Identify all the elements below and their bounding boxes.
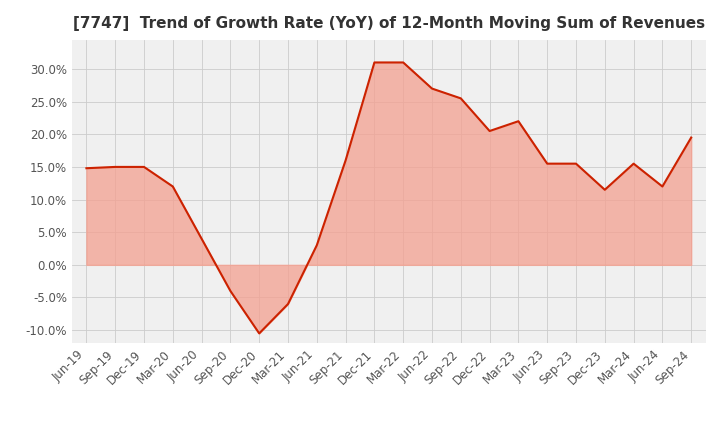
Title: [7747]  Trend of Growth Rate (YoY) of 12-Month Moving Sum of Revenues: [7747] Trend of Growth Rate (YoY) of 12-… [73, 16, 705, 32]
